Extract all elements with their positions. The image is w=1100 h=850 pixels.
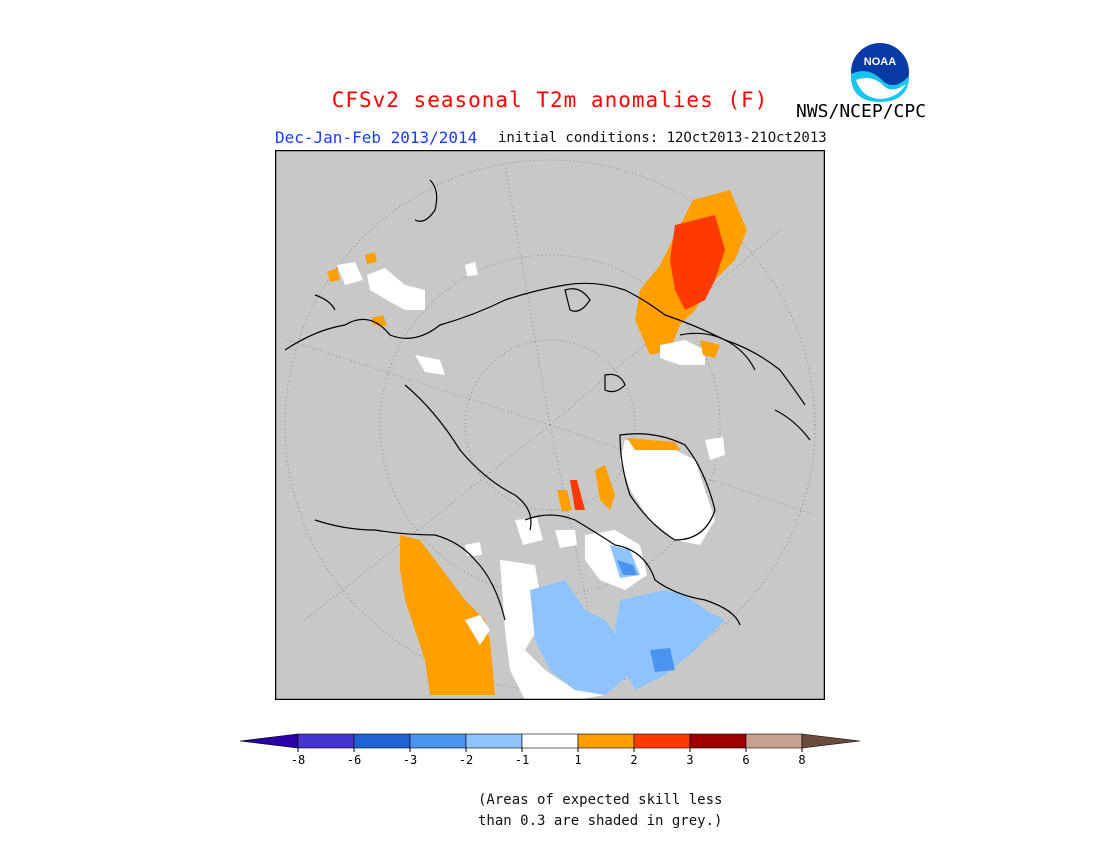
colorbar: -8 -6 -3 -2 -1 1 2 3 6 8: [239, 733, 861, 767]
colorbar-tick-label: -3: [403, 753, 417, 767]
svg-text:NOAA: NOAA: [864, 56, 896, 68]
colorbar-segment: [353, 733, 411, 749]
anomaly-patch: [615, 590, 725, 690]
skill-note-line: than 0.3 are shaded in grey.): [478, 813, 723, 829]
colorbar-segment: [521, 733, 579, 749]
anomaly-patch: [530, 580, 635, 695]
polar-map: [275, 150, 825, 700]
anomaly-patch: [367, 268, 425, 310]
colorbar-segment: [297, 733, 355, 749]
anomaly-patch: [670, 215, 725, 310]
anomaly-patch: [400, 535, 495, 695]
colorbar-segment: [465, 733, 523, 749]
anomaly-patch: [337, 262, 363, 285]
anomaly-patch: [627, 438, 680, 450]
grid-meridians: [286, 164, 816, 691]
initial-conditions-label: initial conditions: 12Oct2013-21Oct2013: [498, 130, 827, 146]
anomaly-patch: [555, 530, 577, 548]
colorbar-ticks: -8 -6 -3 -2 -1 1 2 3 6 8: [291, 748, 806, 767]
colorbar-tick-label: -8: [291, 753, 305, 767]
colorbar-tick-label: -6: [347, 753, 361, 767]
colorbar-tick-label: -2: [459, 753, 473, 767]
season-label: Dec-Jan-Feb 2013/2014: [275, 128, 478, 147]
anomaly-patch: [705, 437, 725, 460]
agency-label: NWS/NCEP/CPC: [796, 101, 927, 122]
colorbar-segments: [239, 733, 861, 749]
colorbar-segment: [689, 733, 747, 749]
noaa-logo-icon: NOAA: [849, 41, 911, 103]
map-border: [275, 150, 825, 700]
anomaly-patch: [515, 518, 543, 545]
anomaly-patch: [371, 315, 387, 326]
colorbar-tick-label: 1: [574, 753, 581, 767]
skill-note-line: (Areas of expected skill less: [478, 792, 723, 808]
anomaly-patch: [465, 542, 482, 556]
grid-circle: [464, 339, 636, 511]
anomaly-patch: [327, 268, 340, 282]
anomaly-patch: [595, 465, 615, 510]
colorbar-segment: [633, 733, 691, 749]
anomaly-patch: [660, 340, 705, 365]
grid-circle: [379, 254, 721, 596]
anomaly-patch: [700, 340, 720, 358]
anomaly-patch: [650, 648, 675, 672]
coastlines: [284, 179, 811, 626]
map-title: CFSv2 seasonal T2m anomalies (F): [331, 88, 769, 112]
anomaly-patch: [570, 480, 585, 510]
colorbar-tick-label: 8: [798, 753, 805, 767]
colorbar-segment: [409, 733, 467, 749]
anomaly-patch: [557, 490, 572, 512]
colorbar-tick-label: 3: [686, 753, 693, 767]
anomaly-patch: [465, 615, 490, 645]
anomaly-patch: [620, 440, 715, 545]
colorbar-arrow-low: [239, 733, 299, 749]
colorbar-segment: [745, 733, 803, 749]
anomaly-patch: [465, 262, 478, 276]
colorbar-tick-label: 2: [630, 753, 637, 767]
anomaly-patch: [365, 252, 377, 264]
colorbar-tick-label: -1: [515, 753, 529, 767]
colorbar-segment: [577, 733, 635, 749]
colorbar-arrow-high: [801, 733, 861, 749]
skill-note: (Areas of expected skill less than 0.3 a…: [478, 790, 728, 832]
anomaly-patch: [617, 560, 637, 575]
colorbar-tick-label: 6: [742, 753, 749, 767]
anomaly-patch: [500, 560, 605, 700]
anomaly-patch: [415, 355, 445, 375]
